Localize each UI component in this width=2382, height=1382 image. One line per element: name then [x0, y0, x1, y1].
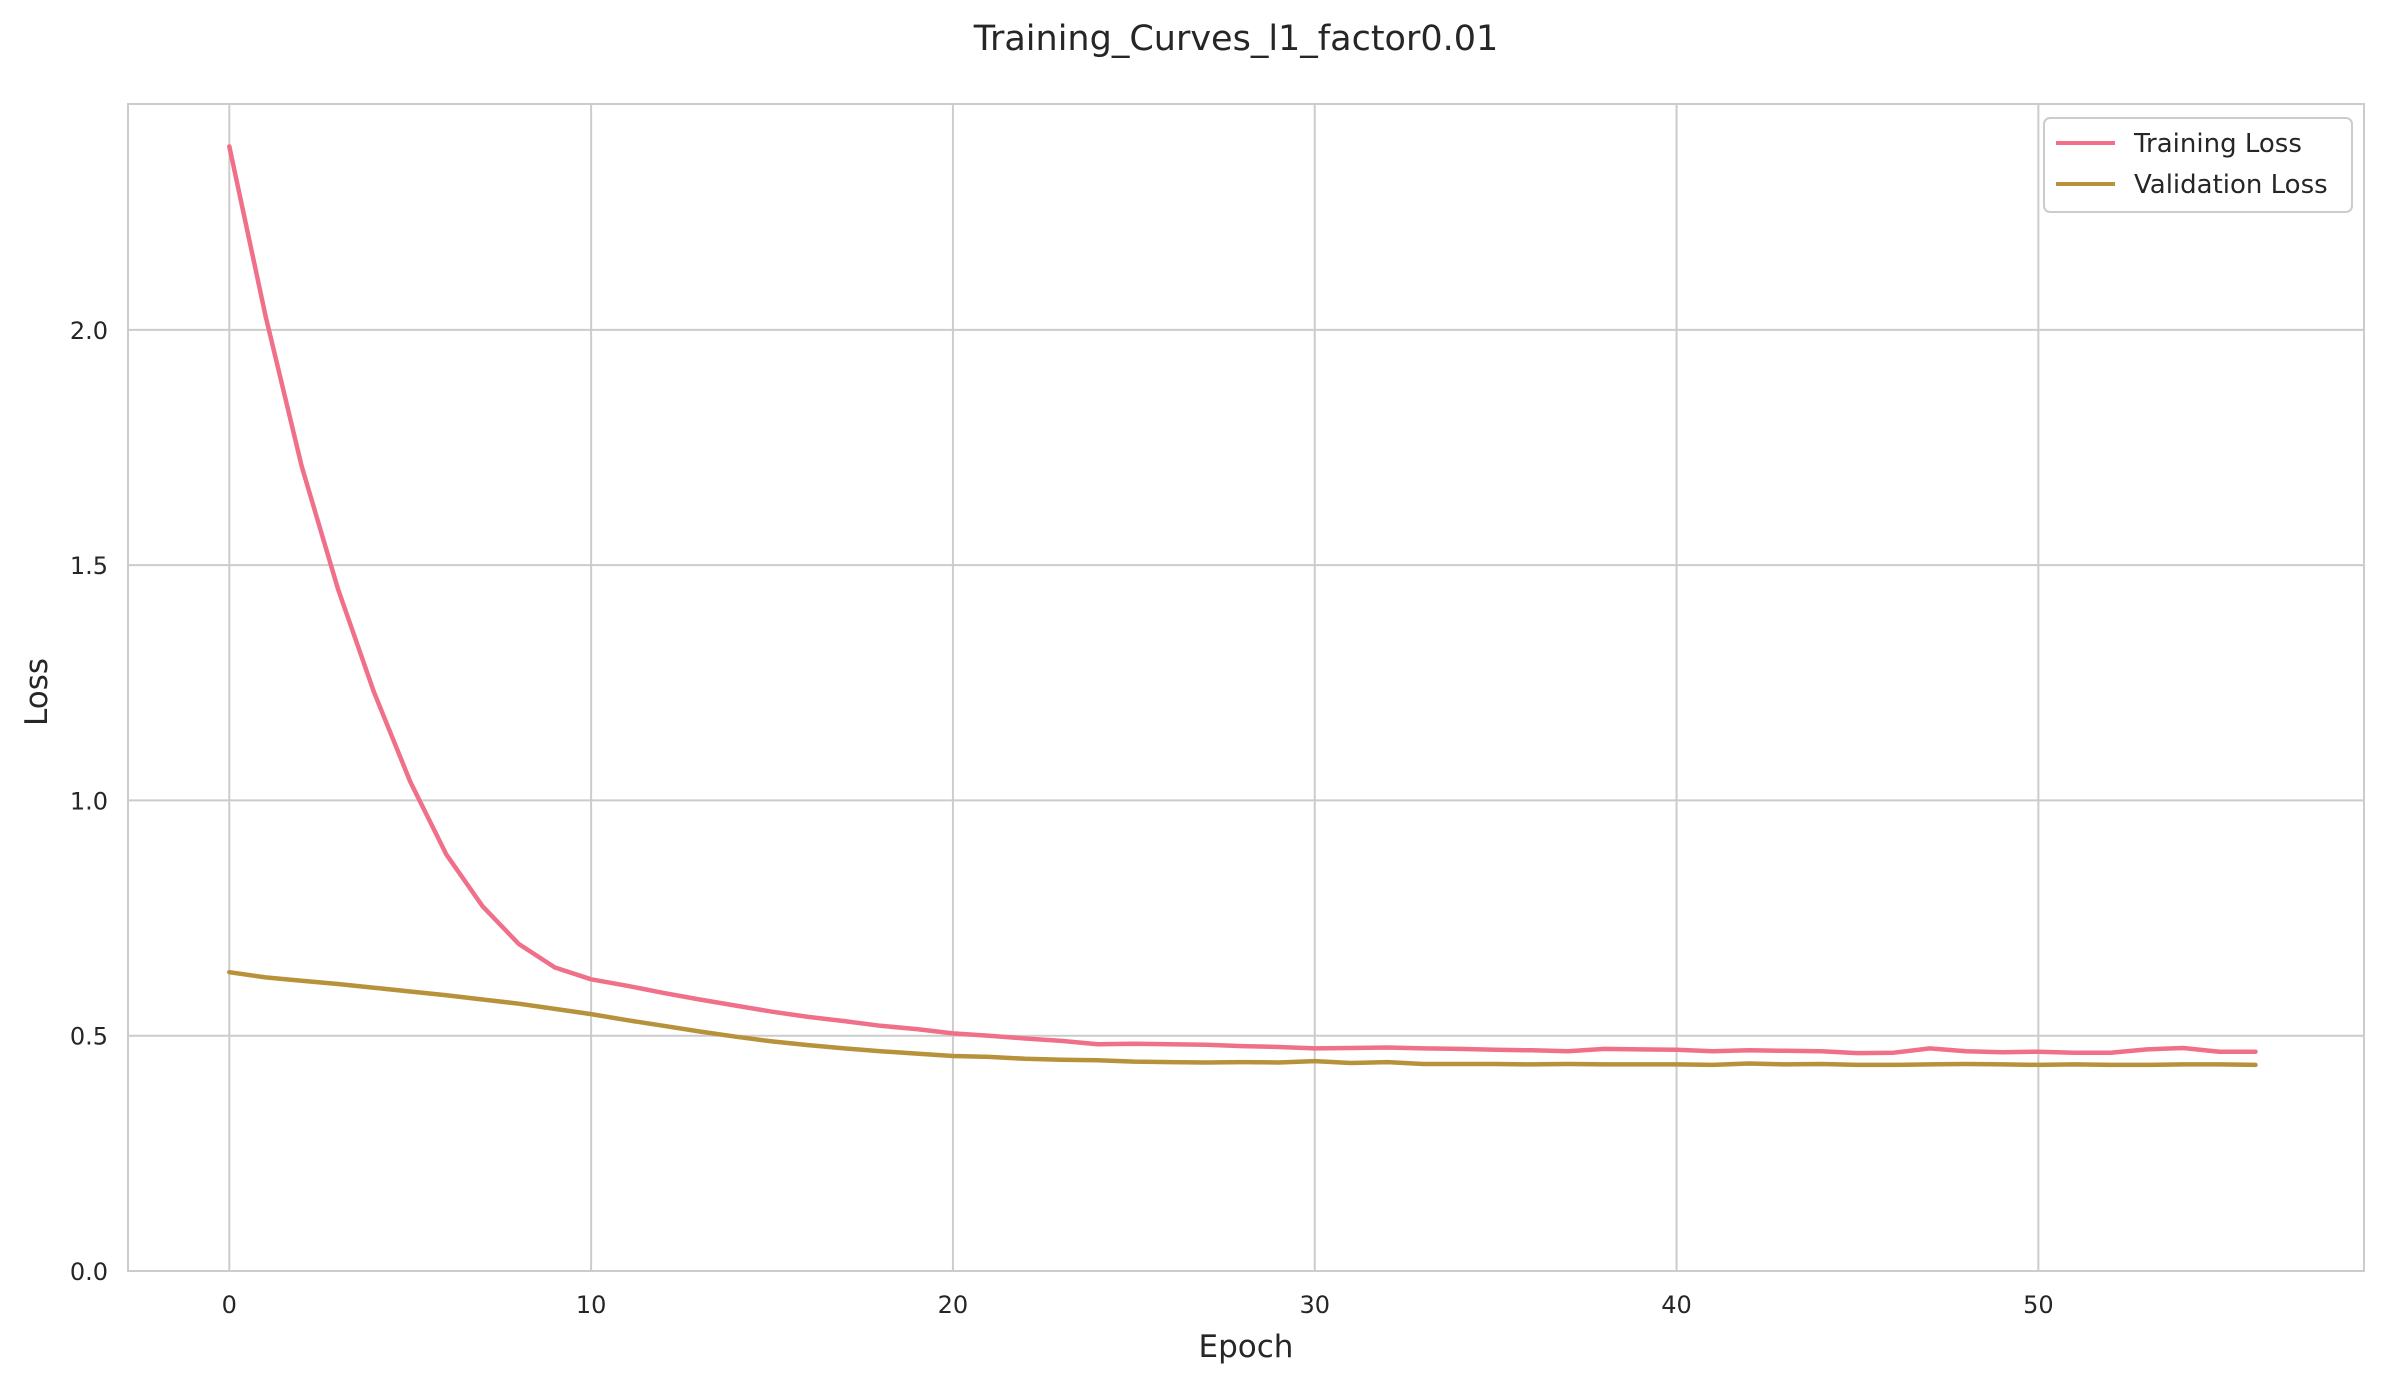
legend: Training Loss Validation Loss — [2043, 117, 2353, 213]
x-tick-labels: 0 10 20 30 40 50 — [222, 1291, 2054, 1319]
x-tick-label: 30 — [1299, 1291, 1330, 1319]
y-tick-label: 0.5 — [70, 1023, 108, 1051]
y-axis-label: Loss — [19, 658, 55, 726]
y-tick-label: 2.0 — [70, 317, 108, 345]
x-tick-label: 50 — [2023, 1291, 2054, 1319]
x-tick-label: 10 — [576, 1291, 607, 1319]
series-lines — [227, 144, 2258, 1068]
plot-frame — [127, 103, 2365, 1272]
series-line-validation-loss — [227, 969, 2258, 1068]
legend-label-training-loss: Training Loss — [2133, 129, 2302, 159]
x-tick-label: 40 — [1661, 1291, 1692, 1319]
y-tick-labels: 0.0 0.5 1.0 1.5 2.0 — [70, 317, 108, 1286]
legend-label-validation-loss: Validation Loss — [2134, 170, 2328, 200]
y-tick-label: 0.0 — [70, 1258, 108, 1286]
y-tick-label: 1.5 — [70, 552, 108, 580]
chart-title: Training_Curves_l1_factor0.01 — [973, 19, 1499, 59]
x-tick-label: 0 — [222, 1291, 237, 1319]
x-gridlines — [228, 104, 2040, 1271]
x-axis-label: Epoch — [1199, 1329, 1294, 1365]
series-line-training-loss — [227, 144, 2258, 1056]
legend-box — [2043, 117, 2353, 213]
y-gridlines — [128, 328, 2364, 1272]
y-tick-label: 1.0 — [70, 787, 108, 815]
x-tick-label: 20 — [938, 1291, 969, 1319]
